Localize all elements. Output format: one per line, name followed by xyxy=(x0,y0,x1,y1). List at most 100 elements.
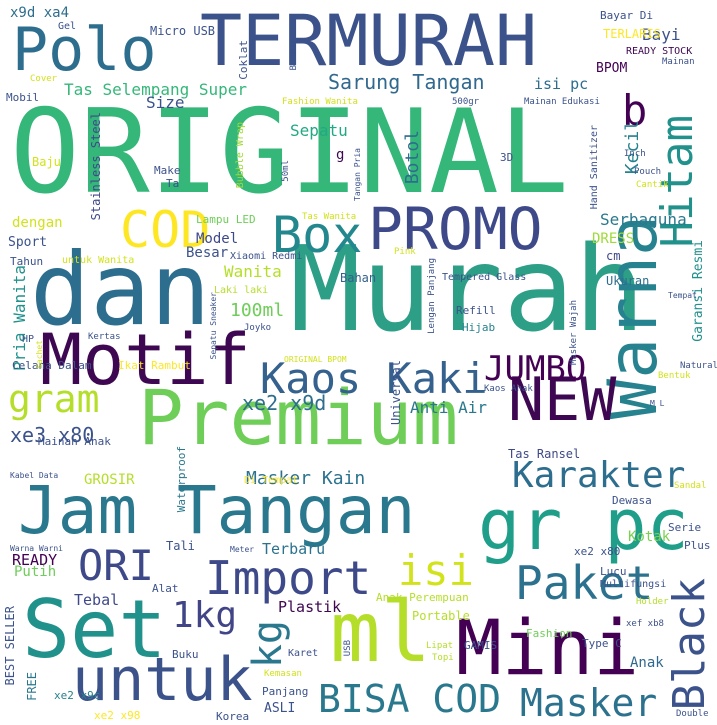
cloud-word: Import xyxy=(205,551,372,605)
cloud-word: Ukuran xyxy=(606,274,650,288)
cloud-word: Tempat xyxy=(668,291,697,300)
cloud-word: Tahun xyxy=(10,255,44,268)
cloud-word: Tali xyxy=(166,539,195,553)
cloud-word: NEW xyxy=(508,365,617,435)
cloud-word: Plastik xyxy=(278,598,342,616)
cloud-word: Box xyxy=(272,206,363,264)
cloud-word: 3D xyxy=(500,151,514,164)
cloud-word: xe2 x80 xyxy=(574,545,621,558)
cloud-word: isi xyxy=(398,546,474,595)
cloud-word: Mainan Edukasi xyxy=(524,97,600,107)
cloud-word: Masker xyxy=(520,681,658,725)
cloud-word: Kaos Anak xyxy=(484,384,533,394)
cloud-word: Lipat xyxy=(426,641,454,651)
cloud-word: Cover xyxy=(30,74,58,84)
cloud-word: Portable xyxy=(412,609,470,623)
cloud-word: Multifungsi xyxy=(600,579,667,590)
cloud-word: Polo xyxy=(12,15,157,85)
cloud-word: dengan xyxy=(12,215,63,231)
cloud-word: Natural xyxy=(680,361,717,371)
cloud-word: DRESS xyxy=(592,231,635,247)
cloud-word: USB xyxy=(343,640,353,657)
cloud-word: xe3 x80 xyxy=(10,423,95,447)
cloud-word: Tas Selempang Super xyxy=(64,80,248,99)
cloud-word: Type C xyxy=(582,637,622,650)
cloud-word: x9d xa4 xyxy=(10,5,70,21)
cloud-word: Karet xyxy=(288,648,319,659)
cloud-word: Kotak xyxy=(628,529,671,545)
cloud-word: Plus xyxy=(684,539,711,552)
cloud-word: Double xyxy=(676,709,709,719)
cloud-word: Holder xyxy=(636,597,669,607)
cloud-word: xe2 x98 xyxy=(94,709,141,722)
cloud-word: Mainan Anak xyxy=(38,435,111,448)
cloud-word: Tas Ransel xyxy=(508,447,581,461)
cloud-word: Terbaru xyxy=(262,540,326,558)
cloud-word: Bayi xyxy=(642,25,681,44)
cloud-word: Bentuk xyxy=(658,371,691,381)
cloud-word: Sandal xyxy=(674,481,707,491)
cloud-word: Kemasan xyxy=(264,669,302,679)
cloud-word: Serie xyxy=(668,521,702,534)
cloud-word: Serbaguna xyxy=(600,210,687,229)
cloud-word: xef xb8 xyxy=(626,619,664,629)
cloud-word: Cantik xyxy=(636,180,669,190)
cloud-word: 50ml xyxy=(281,160,291,182)
cloud-word: g xyxy=(336,147,345,163)
cloud-word: Inch xyxy=(624,149,646,159)
cloud-word: ORIGINAL BPOM xyxy=(284,355,347,364)
cloud-word: BISA COD xyxy=(318,677,502,721)
cloud-word: untuk xyxy=(72,645,253,715)
cloud-word: Botol xyxy=(402,130,423,185)
cloud-word: Hijab xyxy=(462,321,496,334)
cloud-word: Warna Warni xyxy=(10,544,63,553)
cloud-word: Ikat Rambut xyxy=(118,359,191,372)
cloud-word: Set xyxy=(22,583,167,676)
cloud-word: Celana Dalam xyxy=(12,359,92,372)
cloud-word: Refill xyxy=(456,304,496,317)
cloud-word: GROSIR xyxy=(84,472,135,488)
cloud-word: kg xyxy=(245,620,291,669)
cloud-word: Sachet xyxy=(35,340,44,369)
cloud-word: Masker Kain xyxy=(246,468,366,489)
cloud-word: ORIGINAL xyxy=(10,85,569,220)
cloud-word: TERMURAH xyxy=(200,0,538,82)
cloud-word: Fashion Wanita xyxy=(282,97,358,107)
cloud-word: Baju xyxy=(32,155,61,169)
cloud-word: Kaos Kaki xyxy=(260,354,488,403)
cloud-word: Buku xyxy=(172,648,199,661)
cloud-word: Coklat xyxy=(237,40,250,80)
cloud-word: Di Tempat xyxy=(244,475,299,486)
cloud-word: Masker Wajah xyxy=(569,300,579,366)
cloud-word: Bayar Di xyxy=(600,9,653,22)
cloud-word: Gel xyxy=(58,21,77,32)
cloud-word: Size xyxy=(146,93,185,112)
cloud-word: Wanita xyxy=(224,262,282,281)
cloud-word: TERLARIS xyxy=(603,27,661,41)
cloud-word: M L xyxy=(650,399,665,408)
cloud-word: Bahan xyxy=(340,271,377,285)
cloud-word: Anak xyxy=(630,655,664,671)
cloud-word: Karakter xyxy=(512,455,686,496)
cloud-word: Joyko xyxy=(244,323,272,333)
cloud-word: Alat xyxy=(152,582,179,595)
cloud-word: Sarung Tangan xyxy=(328,70,485,94)
cloud-word: Hand Sanitizer xyxy=(589,125,600,210)
cloud-word: Sepatu xyxy=(290,121,348,140)
cloud-word: FREE xyxy=(25,672,39,701)
cloud-word: isi pc xyxy=(534,75,589,93)
cloud-word: Stainless Steel xyxy=(89,112,103,221)
cloud-word: Topi xyxy=(432,653,454,663)
cloud-word: PROMO xyxy=(368,195,543,263)
cloud-word: Black xyxy=(664,578,715,711)
cloud-word: Pink xyxy=(394,247,416,257)
cloud-word: Make xyxy=(154,164,181,177)
cloud-word: Putih xyxy=(14,564,57,580)
cloud-word: ORI xyxy=(78,541,154,590)
cloud-word: b xyxy=(622,86,648,135)
cloud-word: untuk Wanita xyxy=(62,255,135,266)
cloud-word: Kabel Data xyxy=(10,471,59,480)
cloud-word: JUMBO xyxy=(484,349,587,389)
cloud-word: Pria Wanita xyxy=(10,265,29,371)
cloud-word: Universal xyxy=(389,360,403,426)
